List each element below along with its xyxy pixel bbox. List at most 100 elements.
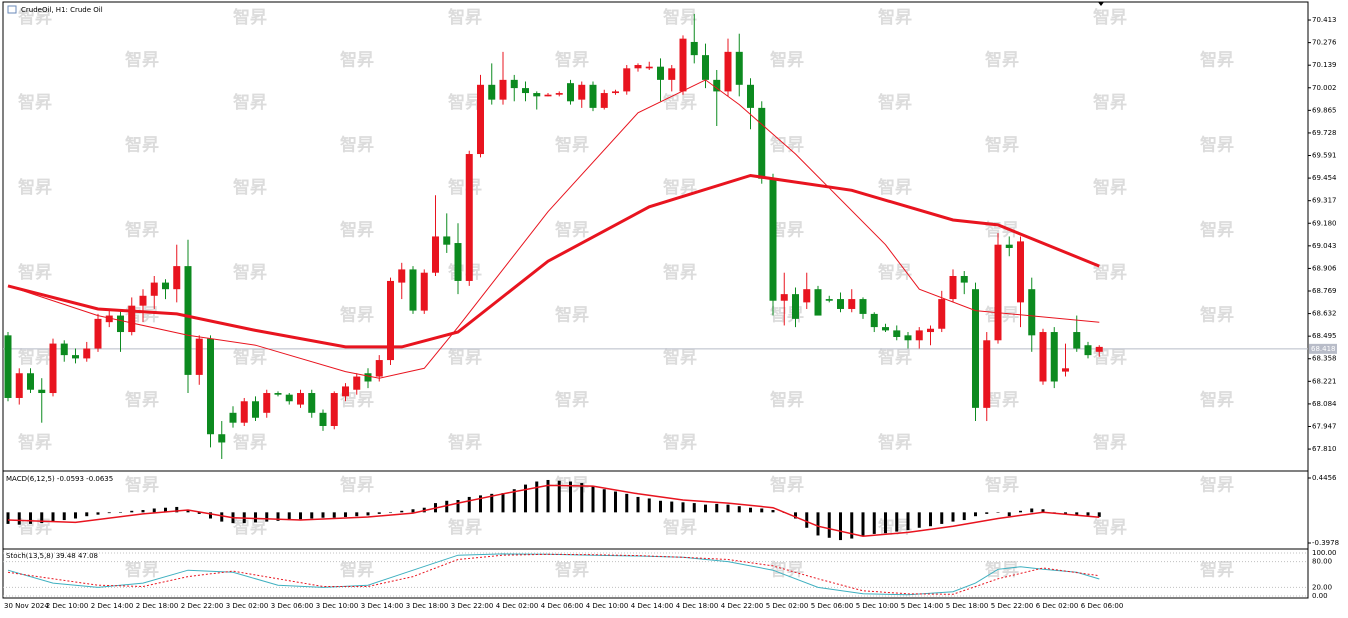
x-tick-label: 30 Nov 2024 <box>4 602 49 610</box>
y-tick-label: 68.906 <box>1312 264 1337 272</box>
y-tick-label: 70.276 <box>1312 39 1337 47</box>
macd-bar <box>164 507 167 513</box>
candle-body <box>724 51 732 92</box>
macd-bar <box>220 512 224 522</box>
watermark: 智昇 <box>18 432 52 453</box>
watermark: 智昇 <box>1093 517 1127 538</box>
macd-bar <box>1019 510 1022 513</box>
candle-body <box>612 91 619 94</box>
y-tick-label: 68.084 <box>1312 400 1337 408</box>
candle-body <box>342 386 349 397</box>
watermark: 智昇 <box>233 432 267 453</box>
candle-body <box>4 335 12 398</box>
macd-bar <box>310 512 314 519</box>
candle-body <box>1028 289 1036 336</box>
candle-body <box>848 299 856 309</box>
watermark: 智昇 <box>985 560 1019 581</box>
macd-bar <box>287 512 291 521</box>
macd-bar <box>62 512 66 521</box>
watermark: 智昇 <box>18 177 52 198</box>
macd-bar <box>130 510 134 513</box>
x-tick-label: 2 Dec 18:00 <box>136 602 179 610</box>
candle-body <box>927 328 934 333</box>
y-tick-label: 70.139 <box>1312 61 1337 69</box>
candle-body <box>983 340 991 408</box>
macd-bar <box>141 510 145 513</box>
watermark: 智昇 <box>448 92 482 113</box>
candle-body <box>263 393 271 413</box>
watermark: 智昇 <box>985 475 1019 496</box>
macd-bar <box>51 512 55 522</box>
macd-bar <box>445 500 449 513</box>
x-tick-label: 5 Dec 22:00 <box>991 602 1034 610</box>
macd-bar <box>951 512 955 522</box>
frame <box>2 1 1309 599</box>
watermark: 智昇 <box>340 135 374 156</box>
x-tick-label: 6 Dec 06:00 <box>1081 602 1124 610</box>
macd-bar <box>906 512 910 531</box>
stoch-label: Stoch(13,5,8) 39.48 47.08 <box>6 552 98 560</box>
candle-body <box>364 373 372 382</box>
y-tick-label: 68.495 <box>1312 332 1337 340</box>
candle-body <box>454 243 462 281</box>
macd-bar <box>872 512 876 534</box>
macd-bar <box>895 512 899 532</box>
macd-bar <box>467 496 471 513</box>
candle-body <box>600 93 608 108</box>
candle-body <box>949 276 957 300</box>
watermark: 智昇 <box>125 475 159 496</box>
macd-bar <box>726 504 730 513</box>
macd-bar <box>411 509 415 513</box>
candle-body <box>15 373 23 398</box>
macd-label: MACD(6,12,5) -0.0593 -0.0635 <box>6 475 113 483</box>
macd-bar <box>636 496 640 513</box>
watermark: 智昇 <box>1200 475 1234 496</box>
macd-bar <box>760 508 764 513</box>
watermark: 智昇 <box>770 390 804 411</box>
candle-body <box>240 401 248 423</box>
macd-bar <box>535 481 539 513</box>
watermark: 智昇 <box>770 475 804 496</box>
macd-bar <box>591 486 595 513</box>
candle-body <box>803 289 811 303</box>
macd-bar <box>344 512 347 517</box>
watermark: 智昇 <box>18 7 52 28</box>
candle-body <box>870 313 878 328</box>
moving-average <box>7 79 1100 379</box>
x-tick-label: 4 Dec 22:00 <box>721 602 764 610</box>
macd-bar <box>569 481 572 513</box>
candle-body <box>1084 345 1092 356</box>
watermark: 智昇 <box>663 347 697 368</box>
macd-bar <box>929 512 932 527</box>
candle-body <box>679 38 687 92</box>
macd-bar <box>625 493 629 513</box>
watermark: 智昇 <box>663 432 697 453</box>
y-tick-label: 20.00 <box>1312 583 1332 591</box>
candle-body <box>150 282 158 296</box>
candle-body <box>105 315 113 323</box>
watermark: 智昇 <box>770 50 804 71</box>
macd-bar <box>771 510 775 513</box>
watermark: 智昇 <box>340 50 374 71</box>
macd-bar <box>1064 512 1067 514</box>
macd-bar <box>1041 509 1045 513</box>
macd-bar <box>850 512 854 539</box>
y-tick-label: 69.180 <box>1312 219 1337 227</box>
candle-body <box>893 330 901 337</box>
candle-body <box>634 65 642 69</box>
watermark: 智昇 <box>878 262 912 283</box>
candle-body <box>915 330 923 341</box>
x-tick-label: 3 Dec 14:00 <box>361 602 404 610</box>
candle-body <box>567 83 574 102</box>
watermark: 智昇 <box>555 390 589 411</box>
macd-bar <box>1030 508 1034 513</box>
candle-body <box>218 434 226 443</box>
x-tick-label: 3 Dec 10:00 <box>316 602 359 610</box>
candle-body <box>904 335 912 341</box>
watermark: 智昇 <box>18 347 52 368</box>
macd-bar <box>715 503 719 513</box>
watermark: 智昇 <box>448 262 482 283</box>
candle-body <box>60 343 68 356</box>
